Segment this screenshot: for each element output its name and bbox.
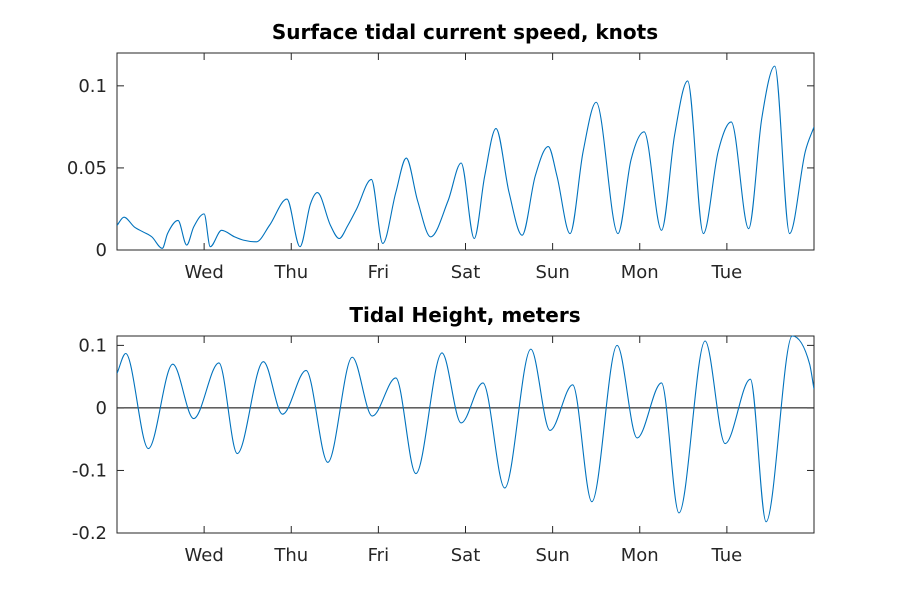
y-tick-label: -0.2 bbox=[72, 523, 107, 544]
y-tick-label: -0.1 bbox=[72, 460, 107, 481]
tidal-height-ticks: Wed Thu Fri Sat Sun Mon Tue -0.2 -0.1 0 0.1 bbox=[72, 335, 814, 566]
current-speed-axes bbox=[116, 52, 815, 251]
y-tick-label: 0 bbox=[96, 240, 107, 261]
x-tick-label: Wed bbox=[185, 545, 224, 566]
x-tick-label: Sat bbox=[451, 262, 481, 283]
tidal-height-panel: Tidal Height, meters Wed Thu Fri Sat Sun Mon T… bbox=[72, 303, 815, 566]
current-speed-line bbox=[117, 65, 814, 249]
x-tick-label: Sat bbox=[451, 545, 481, 566]
y-tick-label: 0.05 bbox=[67, 158, 107, 179]
x-tick-label: Tue bbox=[711, 545, 743, 566]
x-tick-label: Mon bbox=[621, 545, 659, 566]
y-tick-label: 0 bbox=[96, 398, 107, 419]
x-tick-label: Fri bbox=[368, 262, 389, 283]
tidal-height-axes bbox=[116, 335, 815, 534]
x-tick-label: Wed bbox=[185, 262, 224, 283]
tidal-height-title: Tidal Height, meters bbox=[349, 303, 580, 327]
x-tick-label: Sun bbox=[536, 262, 570, 283]
y-tick-label: 0.1 bbox=[78, 335, 107, 356]
current-speed-title: Surface tidal current speed, knots bbox=[272, 20, 658, 44]
x-tick-label: Mon bbox=[621, 262, 659, 283]
x-tick-label: Thu bbox=[273, 545, 308, 566]
tidal-height-line bbox=[117, 335, 814, 523]
x-tick-label: Tue bbox=[711, 262, 743, 283]
current-speed-panel: Surface tidal current speed, knots Wed Th… bbox=[67, 20, 815, 283]
x-tick-label: Thu bbox=[273, 262, 308, 283]
current-speed-ticks: Wed Thu Fri Sat Sun Mon Tue 0 0.05 0.1 bbox=[67, 53, 814, 283]
x-tick-label: Fri bbox=[368, 545, 389, 566]
x-tick-label: Sun bbox=[536, 545, 570, 566]
y-tick-label: 0.1 bbox=[78, 76, 107, 97]
